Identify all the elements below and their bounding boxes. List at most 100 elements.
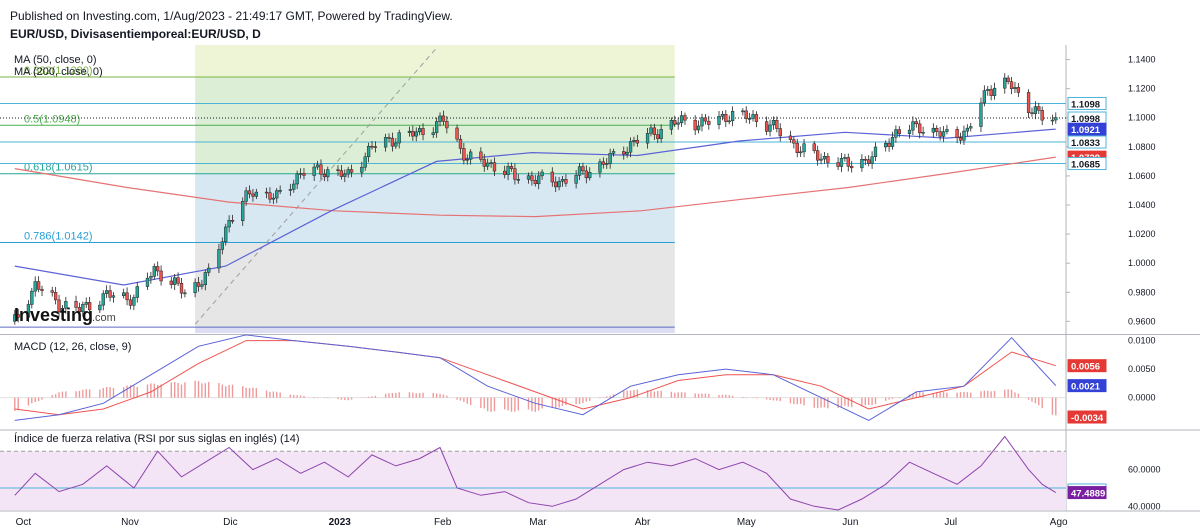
candle-body bbox=[693, 119, 697, 131]
candle-body bbox=[173, 277, 177, 285]
candle-body bbox=[492, 162, 497, 172]
candle-body bbox=[343, 173, 347, 177]
candle-body bbox=[455, 127, 459, 140]
candle-body bbox=[550, 171, 554, 183]
candle-body bbox=[768, 124, 772, 132]
candle-body bbox=[366, 145, 371, 158]
candle-body bbox=[482, 159, 486, 167]
candle-body bbox=[292, 183, 296, 190]
time-tick-label: Abr bbox=[635, 517, 651, 528]
publish-info: Published on Investing.com, 1/Aug/2023 -… bbox=[10, 9, 453, 23]
candle-body bbox=[588, 172, 592, 179]
candle-body bbox=[628, 141, 633, 153]
time-tick-label: Ago bbox=[1050, 517, 1068, 528]
candle-body bbox=[574, 175, 578, 184]
candle-body bbox=[645, 133, 650, 144]
candle-body bbox=[741, 110, 745, 113]
candle-body bbox=[914, 121, 918, 125]
candle-body bbox=[982, 90, 987, 104]
candle-body bbox=[183, 292, 187, 295]
candle-body bbox=[132, 297, 136, 306]
candle-body bbox=[979, 102, 983, 127]
fib-level-label: 0.5(1.0948) bbox=[24, 113, 80, 125]
candle-body bbox=[77, 307, 82, 313]
candle-body bbox=[941, 131, 946, 137]
candle-body bbox=[349, 169, 354, 173]
candle-body bbox=[489, 162, 493, 164]
candle-body bbox=[98, 304, 102, 311]
candle-body bbox=[295, 173, 299, 185]
candle-body bbox=[863, 158, 867, 161]
candle-body bbox=[792, 139, 796, 144]
candle-body bbox=[200, 284, 204, 287]
candle-body bbox=[156, 266, 160, 272]
candle-body bbox=[873, 146, 878, 157]
candle-body bbox=[530, 175, 534, 181]
candle-body bbox=[727, 120, 731, 123]
candle-body bbox=[870, 156, 874, 164]
candle-body bbox=[373, 146, 378, 148]
candle-body bbox=[363, 156, 367, 168]
candle-body bbox=[802, 143, 806, 153]
candle-body bbox=[224, 226, 228, 243]
candle-body bbox=[57, 299, 61, 312]
macd-label-bg bbox=[1067, 410, 1107, 424]
macd-label-bg bbox=[1067, 359, 1107, 373]
candle-body bbox=[584, 170, 588, 179]
candle-body bbox=[683, 115, 687, 121]
candle-body bbox=[278, 190, 282, 192]
ma200-line bbox=[14, 156, 1056, 218]
candle-body bbox=[36, 281, 41, 290]
candle-body bbox=[179, 282, 184, 294]
candle-body bbox=[326, 169, 330, 178]
candle-body bbox=[275, 190, 279, 199]
candle-body bbox=[383, 137, 388, 148]
macd-line bbox=[14, 334, 1057, 421]
candle-body bbox=[339, 170, 344, 177]
candle-body bbox=[843, 157, 847, 159]
price-tick-label: 1.0200 bbox=[1128, 229, 1156, 239]
candle-body bbox=[159, 270, 163, 282]
macd-tick-label: 0.0100 bbox=[1128, 336, 1156, 346]
candle-body bbox=[649, 127, 653, 134]
candle-body bbox=[1006, 77, 1010, 82]
candle-body bbox=[557, 180, 561, 188]
candle-body bbox=[441, 115, 446, 122]
price-tick-label: 0.9800 bbox=[1128, 287, 1156, 297]
candle-body bbox=[486, 162, 490, 167]
candle-body bbox=[751, 114, 755, 119]
candle-body bbox=[125, 292, 129, 301]
candle-body bbox=[669, 120, 674, 130]
candle-body bbox=[897, 129, 901, 134]
time-tick-label: Jul bbox=[944, 517, 957, 528]
candle-body bbox=[724, 113, 728, 122]
candle-body bbox=[64, 301, 68, 309]
candle-body bbox=[87, 302, 92, 311]
candle-body bbox=[969, 126, 973, 129]
candle-body bbox=[465, 159, 469, 161]
candle-body bbox=[526, 175, 531, 180]
candle-body bbox=[50, 290, 54, 293]
candle-body bbox=[220, 241, 224, 250]
macd-label: 0.0056 bbox=[1071, 362, 1100, 373]
candle-body bbox=[247, 190, 252, 195]
candle-body bbox=[608, 153, 612, 164]
candle-body bbox=[203, 272, 207, 285]
time-tick-label: Nov bbox=[121, 517, 139, 528]
candle-body bbox=[581, 166, 585, 172]
candle-body bbox=[918, 123, 922, 134]
candle-body bbox=[149, 276, 153, 279]
candle-body bbox=[26, 304, 31, 318]
candle-body bbox=[105, 290, 109, 294]
candle-body bbox=[730, 110, 735, 122]
candle-body bbox=[965, 127, 969, 132]
candle-body bbox=[601, 161, 605, 165]
candle-body bbox=[516, 179, 520, 181]
candle-body bbox=[958, 137, 963, 141]
ma200-legend: MA (200, close, 0) bbox=[14, 66, 103, 78]
candle-body bbox=[319, 164, 323, 175]
candle-body bbox=[312, 166, 316, 176]
price-tick-label: 1.1000 bbox=[1128, 113, 1156, 123]
candle-body bbox=[564, 179, 568, 184]
